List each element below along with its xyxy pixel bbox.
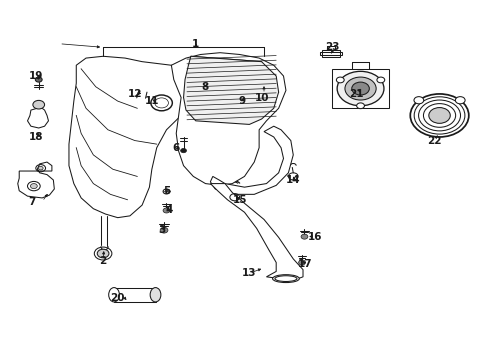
Polygon shape [171, 53, 285, 185]
Text: 2: 2 [99, 256, 106, 266]
Bar [320, 51, 341, 55]
Text: 8: 8 [202, 82, 209, 92]
Polygon shape [210, 126, 293, 194]
Polygon shape [210, 184, 303, 280]
Circle shape [376, 77, 384, 83]
Ellipse shape [272, 275, 299, 283]
Polygon shape [27, 108, 48, 128]
Text: 1: 1 [192, 39, 199, 49]
Bar [114, 288, 155, 302]
Text: 12: 12 [127, 89, 142, 99]
Text: 5: 5 [163, 186, 170, 196]
Circle shape [33, 100, 44, 109]
Text: 6: 6 [172, 143, 180, 153]
Text: 9: 9 [238, 96, 245, 106]
Bar [331, 69, 388, 108]
Bar [322, 50, 339, 57]
Circle shape [163, 208, 169, 213]
Circle shape [97, 249, 109, 258]
Text: 16: 16 [307, 232, 322, 242]
Text: 10: 10 [254, 93, 268, 103]
Text: 11: 11 [144, 96, 159, 106]
Text: 19: 19 [29, 71, 43, 81]
Circle shape [30, 184, 37, 189]
Ellipse shape [108, 288, 119, 302]
Circle shape [428, 108, 449, 123]
Circle shape [38, 166, 43, 170]
Ellipse shape [150, 288, 161, 302]
Text: 14: 14 [285, 175, 300, 185]
Circle shape [301, 234, 307, 239]
Text: 17: 17 [298, 259, 312, 269]
Circle shape [356, 103, 364, 109]
Text: 18: 18 [29, 132, 43, 142]
Text: 3: 3 [158, 225, 165, 235]
Circle shape [413, 96, 423, 104]
Polygon shape [69, 56, 190, 218]
Text: 7: 7 [29, 197, 36, 207]
Text: 20: 20 [110, 293, 125, 303]
Polygon shape [183, 56, 278, 125]
Ellipse shape [274, 276, 296, 282]
Text: 4: 4 [165, 206, 172, 216]
Text: 15: 15 [232, 195, 246, 205]
Circle shape [454, 96, 464, 104]
Circle shape [298, 260, 305, 265]
Circle shape [344, 77, 375, 100]
Text: 22: 22 [427, 136, 441, 145]
Circle shape [160, 227, 167, 233]
Circle shape [180, 148, 186, 153]
Text: 21: 21 [349, 89, 363, 99]
Text: 23: 23 [325, 42, 339, 52]
Polygon shape [18, 162, 54, 198]
Circle shape [35, 77, 42, 82]
Circle shape [351, 82, 368, 95]
Circle shape [336, 71, 383, 106]
Text: 13: 13 [242, 268, 256, 278]
Circle shape [336, 77, 344, 83]
